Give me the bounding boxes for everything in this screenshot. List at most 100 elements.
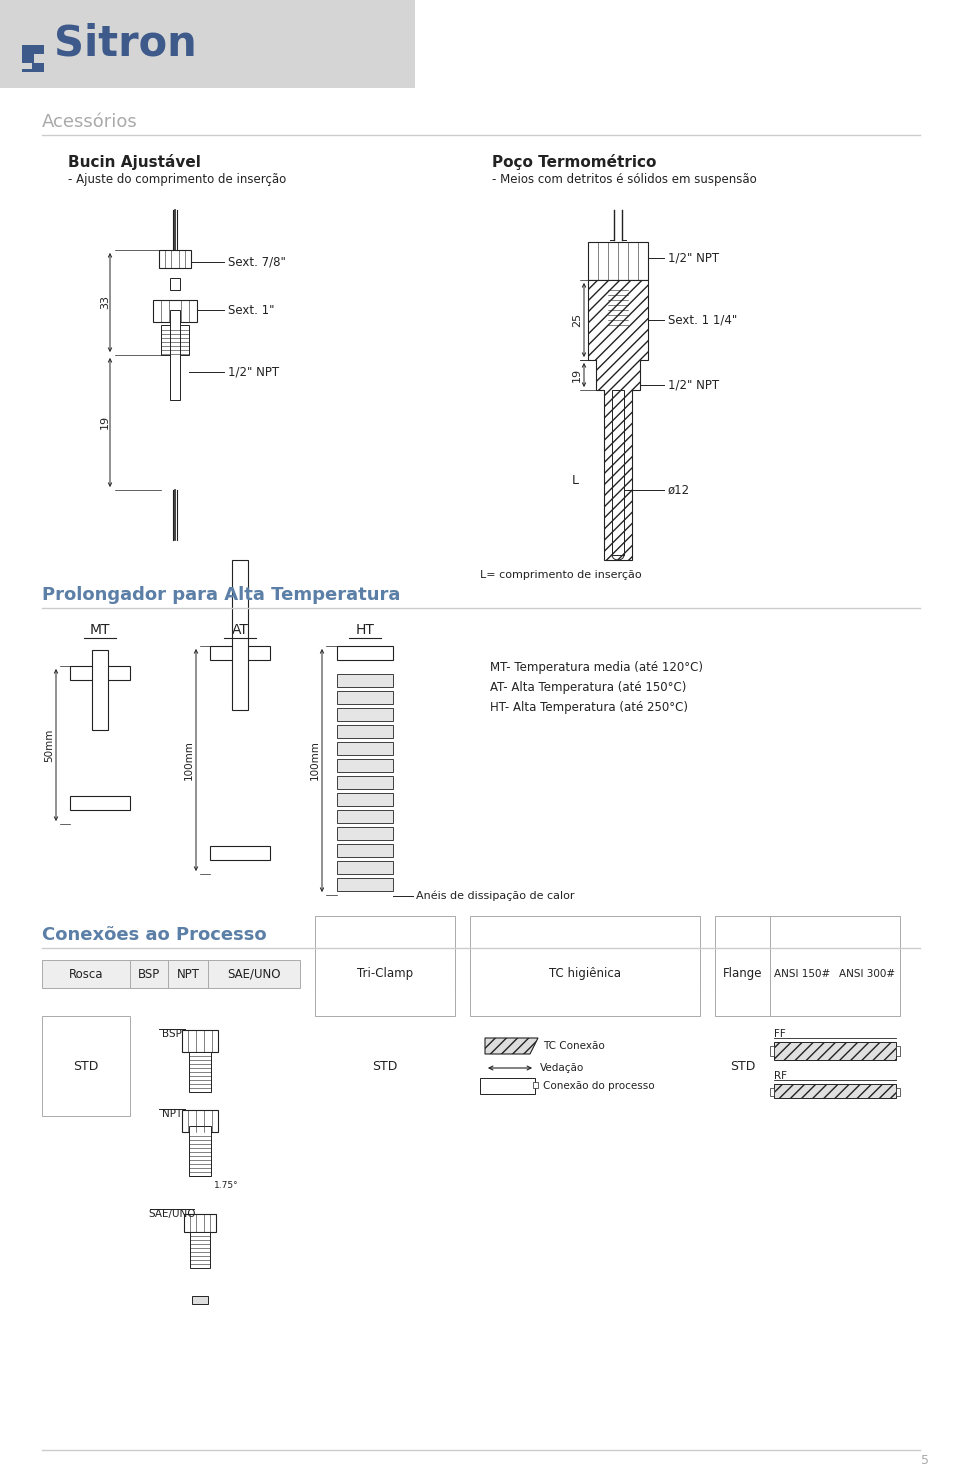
Bar xyxy=(22,44,44,47)
Text: Sitron: Sitron xyxy=(54,24,197,65)
Text: Acessórios: Acessórios xyxy=(42,113,137,130)
Text: HT- Alta Temperatura (até 250°C): HT- Alta Temperatura (até 250°C) xyxy=(490,702,688,714)
Text: Sext. 1": Sext. 1" xyxy=(228,304,275,317)
Text: Sext. 1 1/4": Sext. 1 1/4" xyxy=(668,314,737,326)
Text: ø12: ø12 xyxy=(668,483,690,496)
Bar xyxy=(22,53,34,64)
Bar xyxy=(130,960,168,988)
Bar xyxy=(470,960,700,988)
Text: ANSI 300#: ANSI 300# xyxy=(839,969,896,979)
Bar xyxy=(774,1084,896,1097)
Bar xyxy=(153,301,197,321)
Text: L= comprimento de inserção: L= comprimento de inserção xyxy=(480,570,641,581)
Text: MT- Temperatura media (até 120°C): MT- Temperatura media (até 120°C) xyxy=(490,662,703,674)
Bar xyxy=(337,776,393,789)
Text: 25: 25 xyxy=(572,312,582,327)
Bar xyxy=(70,795,130,810)
Text: Prolongador para Alta Temperatura: Prolongador para Alta Temperatura xyxy=(42,586,400,604)
Text: ANSI 150#: ANSI 150# xyxy=(775,969,830,979)
Bar xyxy=(32,64,44,73)
Bar xyxy=(835,960,900,988)
Bar xyxy=(770,1046,774,1056)
Bar xyxy=(0,0,415,87)
Text: Poço Termométrico: Poço Termométrico xyxy=(492,154,657,170)
Bar xyxy=(184,1214,216,1232)
Bar xyxy=(770,1089,774,1096)
Bar xyxy=(42,960,130,988)
Text: Anéis de dissipação de calor: Anéis de dissipação de calor xyxy=(416,890,574,902)
Bar xyxy=(715,917,770,1016)
Text: HT: HT xyxy=(355,624,374,637)
Text: Rosca: Rosca xyxy=(69,967,104,980)
Text: FF: FF xyxy=(774,1029,785,1040)
Bar xyxy=(337,860,393,874)
Bar xyxy=(182,1109,218,1131)
Bar xyxy=(770,960,835,988)
Text: AT: AT xyxy=(231,624,249,637)
Bar xyxy=(337,742,393,755)
Bar xyxy=(192,1296,208,1303)
Bar xyxy=(22,70,44,73)
Bar xyxy=(315,960,455,988)
Polygon shape xyxy=(485,1038,538,1054)
Text: Sext. 7/8": Sext. 7/8" xyxy=(228,256,286,268)
Bar xyxy=(770,917,900,1016)
Bar xyxy=(315,917,455,1016)
Text: NPT: NPT xyxy=(162,1109,182,1120)
Text: BSP: BSP xyxy=(138,967,160,980)
Bar xyxy=(896,1046,900,1056)
Bar xyxy=(588,241,648,280)
Bar xyxy=(896,1089,900,1096)
Bar xyxy=(480,1078,535,1094)
Bar xyxy=(70,666,130,680)
Bar xyxy=(337,810,393,823)
Bar xyxy=(210,646,270,661)
Bar xyxy=(337,826,393,840)
Text: 33: 33 xyxy=(100,295,110,310)
Text: - Meios com detritos é sólidos em suspensão: - Meios com detritos é sólidos em suspen… xyxy=(492,173,756,187)
Text: STD: STD xyxy=(730,1059,756,1072)
Bar xyxy=(189,1126,211,1176)
Bar xyxy=(92,650,108,730)
Text: SAE/UNO: SAE/UNO xyxy=(148,1208,196,1219)
Text: Conexão do processo: Conexão do processo xyxy=(543,1081,655,1091)
Text: NPT: NPT xyxy=(177,967,200,980)
Bar xyxy=(337,878,393,892)
Text: - Ajuste do comprimento de inserção: - Ajuste do comprimento de inserção xyxy=(68,173,286,187)
Bar xyxy=(337,844,393,857)
Text: 5: 5 xyxy=(921,1453,929,1466)
Text: 1/2" NPT: 1/2" NPT xyxy=(668,379,719,391)
Text: Tri-Clamp: Tri-Clamp xyxy=(357,967,413,980)
Text: STD: STD xyxy=(73,1059,99,1072)
Bar xyxy=(533,1083,538,1089)
Text: MT: MT xyxy=(89,624,110,637)
Bar xyxy=(337,792,393,806)
Bar xyxy=(170,278,180,290)
Bar xyxy=(232,560,248,709)
Text: 19: 19 xyxy=(572,367,582,382)
Bar xyxy=(337,758,393,772)
Bar xyxy=(182,1029,218,1052)
Bar xyxy=(208,960,300,988)
Text: 1/2" NPT: 1/2" NPT xyxy=(668,252,719,265)
Bar xyxy=(22,44,44,53)
Text: L: L xyxy=(572,474,579,486)
Bar xyxy=(210,846,270,860)
Text: Vedação: Vedação xyxy=(540,1063,585,1074)
Bar xyxy=(774,1043,896,1060)
Polygon shape xyxy=(588,280,648,560)
Bar xyxy=(42,1016,130,1117)
Text: 50mm: 50mm xyxy=(44,729,54,761)
Bar xyxy=(159,250,191,268)
Text: TC higiênica: TC higiênica xyxy=(549,967,621,980)
Text: 100mm: 100mm xyxy=(310,740,320,780)
Text: RF: RF xyxy=(774,1071,787,1081)
Bar xyxy=(168,960,208,988)
Bar xyxy=(190,1232,210,1268)
Text: Bucin Ajustável: Bucin Ajustável xyxy=(68,154,201,170)
Polygon shape xyxy=(612,390,624,555)
Bar xyxy=(161,324,189,355)
Text: AT- Alta Temperatura (até 150°C): AT- Alta Temperatura (até 150°C) xyxy=(490,681,686,695)
Text: 100mm: 100mm xyxy=(184,740,194,780)
Bar xyxy=(337,708,393,721)
